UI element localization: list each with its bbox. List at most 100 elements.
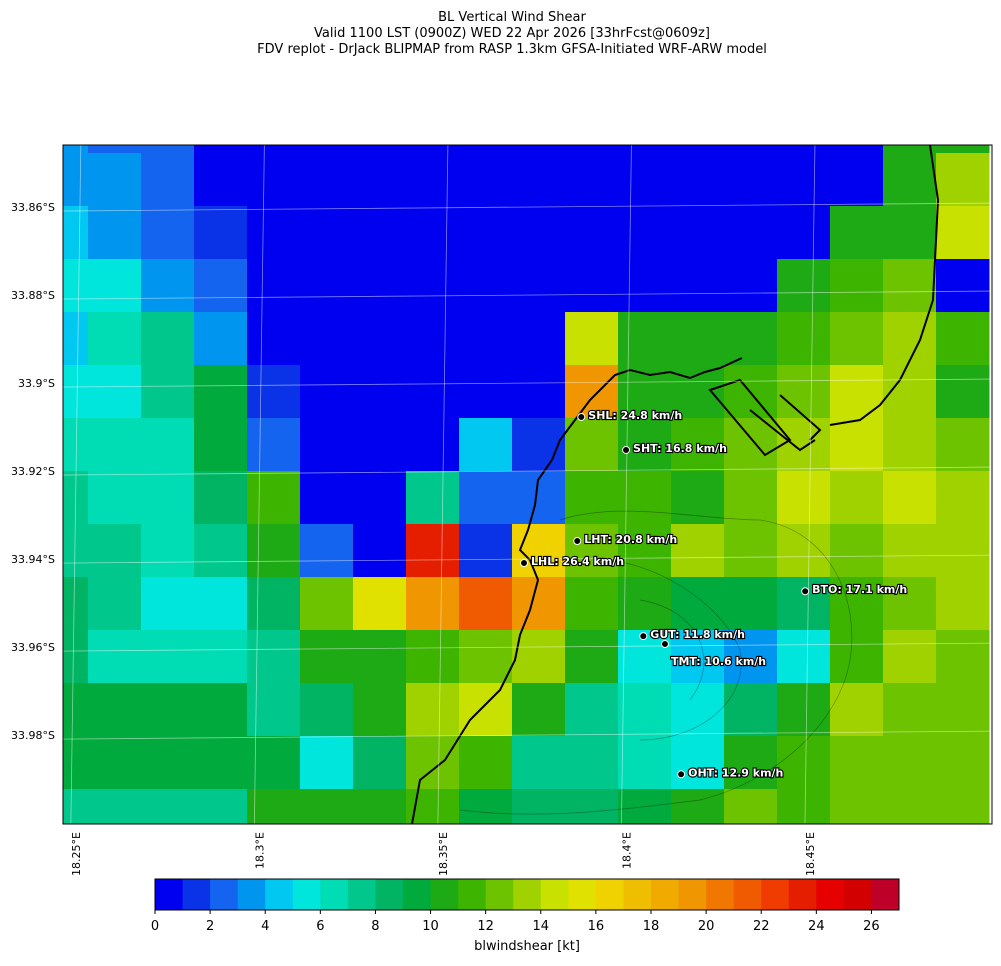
- shear-cell: [618, 471, 672, 525]
- colorbar-swatch: [265, 879, 294, 910]
- shear-cell: [618, 145, 672, 154]
- shear-cell: [300, 259, 354, 313]
- subtitle: Valid 1100 LST (0900Z) WED 22 Apr 2026 […: [314, 26, 710, 41]
- shear-cell: [777, 736, 831, 790]
- shear-cell: [88, 418, 142, 472]
- shear-cell: [724, 789, 778, 824]
- shear-cell: [936, 418, 990, 472]
- lon-line: [437, 145, 449, 824]
- lat-line: [63, 730, 992, 740]
- shear-cell: [883, 789, 937, 824]
- shear-cell: [194, 630, 248, 684]
- shear-cell: [830, 145, 884, 154]
- shear-cell: [353, 630, 407, 684]
- shear-cell: [883, 418, 937, 472]
- shear-cell: [247, 312, 301, 366]
- cells: [63, 145, 990, 824]
- shear-cell: [406, 153, 460, 207]
- colorbar-swatch: [568, 879, 597, 910]
- shear-cell: [565, 471, 619, 525]
- shear-cell: [63, 577, 89, 631]
- shear-cell: [565, 259, 619, 313]
- title: BL Vertical Wind Shear: [438, 10, 586, 25]
- shear-cell: [618, 577, 672, 631]
- shear-cell: [724, 259, 778, 313]
- shear-cell: [830, 789, 884, 824]
- shear-cell: [565, 145, 619, 154]
- shear-cell: [459, 471, 513, 525]
- shear-cell: [353, 471, 407, 525]
- colorbar-swatch: [320, 879, 349, 910]
- shear-cell: [459, 145, 513, 154]
- shear-cell: [936, 789, 990, 824]
- shear-cell: [88, 789, 142, 824]
- shear-cell: [406, 577, 460, 631]
- shear-cell: [565, 365, 619, 419]
- shear-cell: [618, 789, 672, 824]
- shear-cell: [141, 683, 195, 737]
- shear-cell: [406, 524, 460, 578]
- colorbar-swatch: [843, 879, 872, 910]
- shear-cell: [512, 418, 566, 472]
- shear-cell: [353, 312, 407, 366]
- shear-cell: [936, 524, 990, 578]
- shear-cell: [194, 145, 248, 154]
- shear-cell: [63, 312, 89, 366]
- shear-cell: [777, 365, 831, 419]
- shear-cell: [777, 577, 831, 631]
- lat-line: [63, 642, 992, 652]
- colorbar-tick-label: 22: [753, 919, 770, 934]
- shear-cell: [830, 418, 884, 472]
- shear-cell: [194, 736, 248, 790]
- shear-cell: [141, 206, 195, 260]
- shear-cell: [936, 736, 990, 790]
- colorbar-swatch: [788, 879, 817, 910]
- axes: 33.86°S 33.88°S 33.9°S 33.92°S 33.94°S 33.96°…: [11, 201, 817, 876]
- shear-cell: [63, 259, 89, 313]
- colorbar-tick-label: 6: [316, 919, 324, 934]
- colorbar-tick-label: 18: [643, 919, 660, 934]
- shear-cell: [512, 206, 566, 260]
- shear-cell: [300, 206, 354, 260]
- shear-cell: [618, 736, 672, 790]
- station-dot: [801, 587, 810, 596]
- shear-cell: [63, 630, 89, 684]
- shear-cell: [300, 630, 354, 684]
- shear-cell: [247, 259, 301, 313]
- shear-cell: [406, 312, 460, 366]
- graticule: [63, 145, 992, 824]
- shear-cell: [671, 577, 725, 631]
- shear-cell: [512, 789, 566, 824]
- station-label: LHT: 20.8 km/h: [584, 533, 677, 546]
- shear-cell: [406, 471, 460, 525]
- shear-cell: [300, 418, 354, 472]
- station-label: GUT: 11.8 km/h: [650, 628, 745, 641]
- shear-cell: [883, 577, 937, 631]
- shear-cell: [671, 206, 725, 260]
- shear-cell: [141, 312, 195, 366]
- colorbar-swatch: [678, 879, 707, 910]
- station-label: SHL: 24.8 km/h: [588, 409, 682, 422]
- shear-cell: [565, 577, 619, 631]
- shear-cell: [88, 153, 142, 207]
- shear-cell: [512, 153, 566, 207]
- shear-cell: [353, 259, 407, 313]
- shear-cell: [671, 145, 725, 154]
- shear-cell: [565, 789, 619, 824]
- shear-cell: [777, 471, 831, 525]
- shear-cell: [724, 524, 778, 578]
- colorbar-swatch: [182, 879, 211, 910]
- shear-cell: [247, 577, 301, 631]
- shear-cell: [194, 418, 248, 472]
- shear-cell: [936, 153, 990, 207]
- shear-cell: [671, 312, 725, 366]
- shear-cell: [459, 524, 513, 578]
- colorbar-swatch: [292, 879, 321, 910]
- shear-cell: [63, 418, 89, 472]
- shear-cell: [88, 524, 142, 578]
- lat-line: [63, 202, 992, 212]
- shear-cell: [936, 259, 990, 313]
- shear-cell: [777, 145, 831, 154]
- shear-cell: [883, 259, 937, 313]
- lat-line: [63, 290, 992, 300]
